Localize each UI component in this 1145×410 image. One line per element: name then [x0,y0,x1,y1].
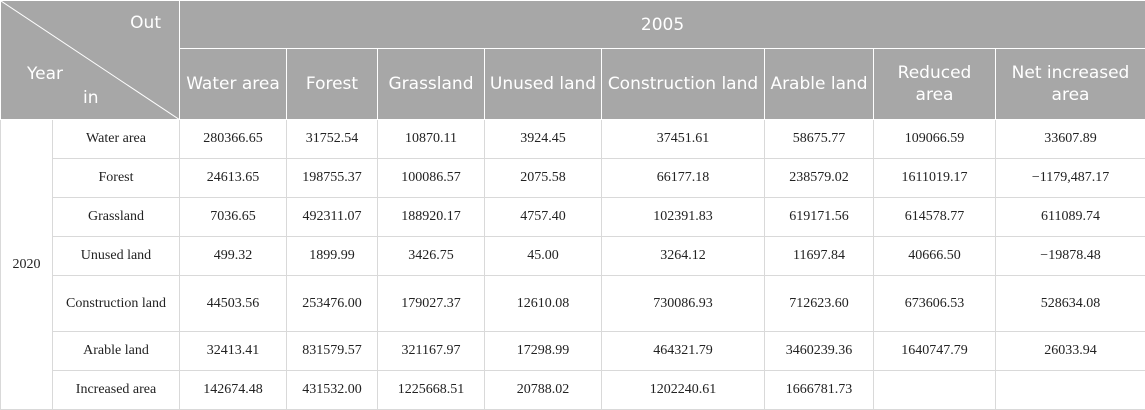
table-cell: 58675.77 [765,120,874,159]
table-cell: 3924.45 [485,120,602,159]
table-cell: 45.00 [485,237,602,276]
table-cell: 11697.84 [765,237,874,276]
table-row: Unused land 499.32 1899.99 3426.75 45.00… [1,237,1145,276]
table-cell: 3460239.36 [765,332,874,371]
table-cell: 3426.75 [378,237,485,276]
table-cell: 431532.00 [287,371,378,410]
table-cell: 1611019.17 [874,159,996,198]
table-cell: 499.32 [180,237,287,276]
table-cell: 198755.37 [287,159,378,198]
row-label: Water area [53,120,180,159]
table-cell: −1179,487.17 [996,159,1145,198]
table-cell: 2075.58 [485,159,602,198]
table-cell: 10870.11 [378,120,485,159]
corner-out-label: Out [130,12,161,34]
table-cell: 712623.60 [765,276,874,332]
table-cell: 109066.59 [874,120,996,159]
table-cell: 1899.99 [287,237,378,276]
column-header: Arable land [765,49,874,120]
table-cell: 1225668.51 [378,371,485,410]
column-header: Forest [287,49,378,120]
table-cell: 37451.61 [602,120,765,159]
table-cell: 614578.77 [874,198,996,237]
year-to-cell: 2020 [1,120,53,410]
table-row: Forest 24613.65 198755.37 100086.57 2075… [1,159,1145,198]
column-header: Water area [180,49,287,120]
year-from-header: 2005 [180,1,1145,49]
table-cell: 17298.99 [485,332,602,371]
empty-cell [874,371,996,410]
table-cell: 44503.56 [180,276,287,332]
table-cell: 492311.07 [287,198,378,237]
table-row: 2020 Water area 280366.65 31752.54 10870… [1,120,1145,159]
table-cell: 20788.02 [485,371,602,410]
table-cell: 102391.83 [602,198,765,237]
table-cell: 12610.08 [485,276,602,332]
table-row: Construction land 44503.56 253476.00 179… [1,276,1145,332]
empty-cell [996,371,1145,410]
table-cell: 32413.41 [180,332,287,371]
table-cell: 253476.00 [287,276,378,332]
table-cell: 673606.53 [874,276,996,332]
table-cell: 730086.93 [602,276,765,332]
table-cell: 26033.94 [996,332,1145,371]
table-cell: 1640747.79 [874,332,996,371]
table-cell: 66177.18 [602,159,765,198]
table-cell: 1202240.61 [602,371,765,410]
column-header: Net increased area [996,49,1145,120]
table-cell: 831579.57 [287,332,378,371]
table-cell: 238579.02 [765,159,874,198]
table-row: Increased area 142674.48 431532.00 12256… [1,371,1145,410]
table-cell: 321167.97 [378,332,485,371]
row-label: Increased area [53,371,180,410]
table-cell: 1666781.73 [765,371,874,410]
table-cell: 3264.12 [602,237,765,276]
row-label: Construction land [53,276,180,332]
table-cell: −19878.48 [996,237,1145,276]
row-label: Unused land [53,237,180,276]
table-cell: 33607.89 [996,120,1145,159]
table-cell: 31752.54 [287,120,378,159]
corner-year-label: Year [27,63,63,85]
column-header: Construction land [602,49,765,120]
table-cell: 7036.65 [180,198,287,237]
table-cell: 528634.08 [996,276,1145,332]
table-cell: 24613.65 [180,159,287,198]
table-cell: 611089.74 [996,198,1145,237]
corner-header: Out Year in [1,1,180,120]
table-cell: 464321.79 [602,332,765,371]
table-cell: 179027.37 [378,276,485,332]
table-cell: 40666.50 [874,237,996,276]
row-label: Arable land [53,332,180,371]
table-cell: 188920.17 [378,198,485,237]
table-cell: 4757.40 [485,198,602,237]
table-cell: 280366.65 [180,120,287,159]
table-cell: 142674.48 [180,371,287,410]
table-cell: 100086.57 [378,159,485,198]
row-label: Forest [53,159,180,198]
table-cell: 619171.56 [765,198,874,237]
table-row: Arable land 32413.41 831579.57 321167.97… [1,332,1145,371]
column-header: Unused land [485,49,602,120]
corner-in-label: in [83,87,99,109]
table-row: Grassland 7036.65 492311.07 188920.17 47… [1,198,1145,237]
row-label: Grassland [53,198,180,237]
column-header: Reduced area [874,49,996,120]
column-header: Grassland [378,49,485,120]
